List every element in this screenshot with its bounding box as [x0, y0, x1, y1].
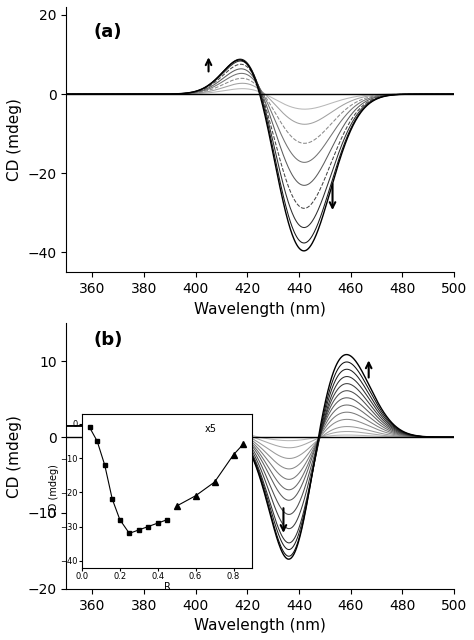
Text: (a): (a) [93, 23, 122, 41]
Text: (b): (b) [93, 332, 123, 349]
Y-axis label: CD (mdeg): CD (mdeg) [7, 98, 22, 181]
X-axis label: Wavelength (nm): Wavelength (nm) [194, 301, 326, 317]
Y-axis label: CD (mdeg): CD (mdeg) [7, 415, 22, 497]
X-axis label: Wavelength (nm): Wavelength (nm) [194, 618, 326, 633]
